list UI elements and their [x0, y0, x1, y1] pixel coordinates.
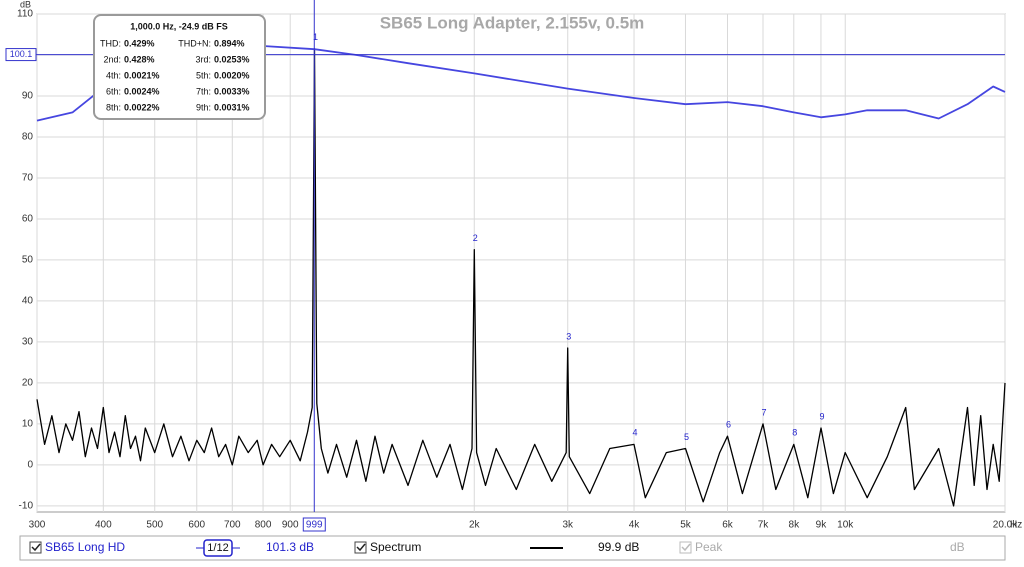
y-tick-label: 50 [22, 255, 34, 266]
info-value: 0.0020% [214, 70, 250, 80]
info-value: 0.0253% [214, 54, 250, 64]
info-label: 4th: [106, 70, 121, 80]
harmonic-label: 2 [473, 233, 478, 243]
x-tick-label: 5k [680, 520, 692, 531]
y-tick-label: 70 [22, 173, 34, 184]
smoothing[interactable]: 1/12 [207, 542, 228, 554]
y-tick-label: -10 [19, 500, 34, 511]
y-tick-label: 110 [17, 9, 33, 20]
x-tick-label: 300 [29, 520, 46, 531]
x-tick-label: 10k [837, 520, 854, 531]
x-tick-label: 6k [722, 520, 734, 531]
y-tick-label: 10 [22, 419, 34, 430]
info-label: 9th: [196, 102, 211, 112]
y-tick-label: 40 [22, 296, 34, 307]
legend-spectrum-level: 99.9 dB [598, 540, 639, 554]
y-tick-label: 90 [22, 91, 34, 102]
legend-spectrum[interactable]: Spectrum [370, 540, 421, 554]
info-value: 0.0021% [124, 70, 160, 80]
y-tick-label: 80 [22, 132, 34, 143]
x-tick-label: 3k [562, 520, 574, 531]
x-tick-label: 4k [629, 520, 641, 531]
legend-unit: dB [950, 540, 965, 554]
x-tick-label: 700 [224, 520, 241, 531]
info-value: 0.0033% [214, 86, 250, 96]
harmonic-label: 3 [566, 331, 571, 341]
chart-title: SB65 Long Adapter, 2.155v, 0.5m [380, 13, 645, 32]
info-label: 5th: [196, 70, 211, 80]
info-value: 0.0031% [214, 102, 250, 112]
checkbox[interactable] [354, 541, 367, 554]
y-unit: dB [20, 0, 31, 9]
checkbox[interactable] [29, 541, 42, 554]
x-tick-label: 20.0k [993, 520, 1018, 531]
smoothing-box[interactable] [203, 539, 233, 557]
x-tick-label: 900 [282, 520, 299, 531]
x-tick-label: 2k [469, 520, 481, 531]
x-tick-label: 400 [95, 520, 112, 531]
info-value: 0.0022% [124, 102, 160, 112]
y-tick-label: 20 [22, 378, 34, 389]
info-value: 0.429% [124, 38, 155, 48]
info-label: 2nd: [103, 54, 121, 64]
info-label: 6th: [106, 86, 121, 96]
x-tick-label: 500 [146, 520, 163, 531]
info-label: 8th: [106, 102, 121, 112]
legend-level: 101.3 dB [266, 540, 314, 554]
harmonic-label: 4 [633, 428, 638, 438]
harmonic-label: 9 [819, 411, 824, 421]
info-box-frame [93, 14, 266, 120]
info-label: THD: [100, 38, 121, 48]
x-unit: Hz [1010, 520, 1022, 531]
info-value: 0.894% [214, 38, 245, 48]
y-tick-label: 60 [22, 214, 34, 225]
series-line [36, 48, 1006, 507]
cursor-y-label: 100.1 [10, 49, 33, 59]
info-label: 3rd: [195, 54, 211, 64]
harmonic-label: 6 [726, 420, 731, 430]
x-tick-label: 7k [758, 520, 770, 531]
y-tick-label: 0 [27, 460, 33, 471]
harmonic-label: 7 [762, 407, 767, 417]
checkbox[interactable] [679, 541, 692, 554]
cursor-x-label: 999 [306, 520, 323, 531]
info-label: THD+N: [178, 38, 211, 48]
check [356, 543, 366, 552]
x-tick-label: 800 [255, 520, 272, 531]
cursor-box [5, 48, 37, 62]
x-tick-label: 9k [816, 520, 828, 531]
info-value: 0.428% [124, 54, 155, 64]
legend-name[interactable]: SB65 Long HD [45, 540, 125, 554]
legend-peak[interactable]: Peak [695, 540, 723, 554]
x-tick-label: 8k [789, 520, 801, 531]
info-header: 1,000.0 Hz, -24.9 dB FS [130, 21, 228, 31]
cursor-box [302, 517, 326, 532]
harmonic-label: 8 [792, 428, 797, 438]
harmonic-label: 1 [313, 32, 318, 42]
check [681, 543, 691, 552]
info-value: 0.0024% [124, 86, 160, 96]
x-tick-label: 600 [188, 520, 205, 531]
y-tick-label: 30 [22, 337, 34, 348]
harmonic-label: 5 [684, 432, 689, 442]
info-label: 7th: [196, 86, 211, 96]
legend-frame [19, 535, 1006, 561]
legend-bar: SB65 Long HD 1/12 101.3 dB Spectrum 99.9… [19, 535, 1006, 561]
check [31, 543, 41, 552]
